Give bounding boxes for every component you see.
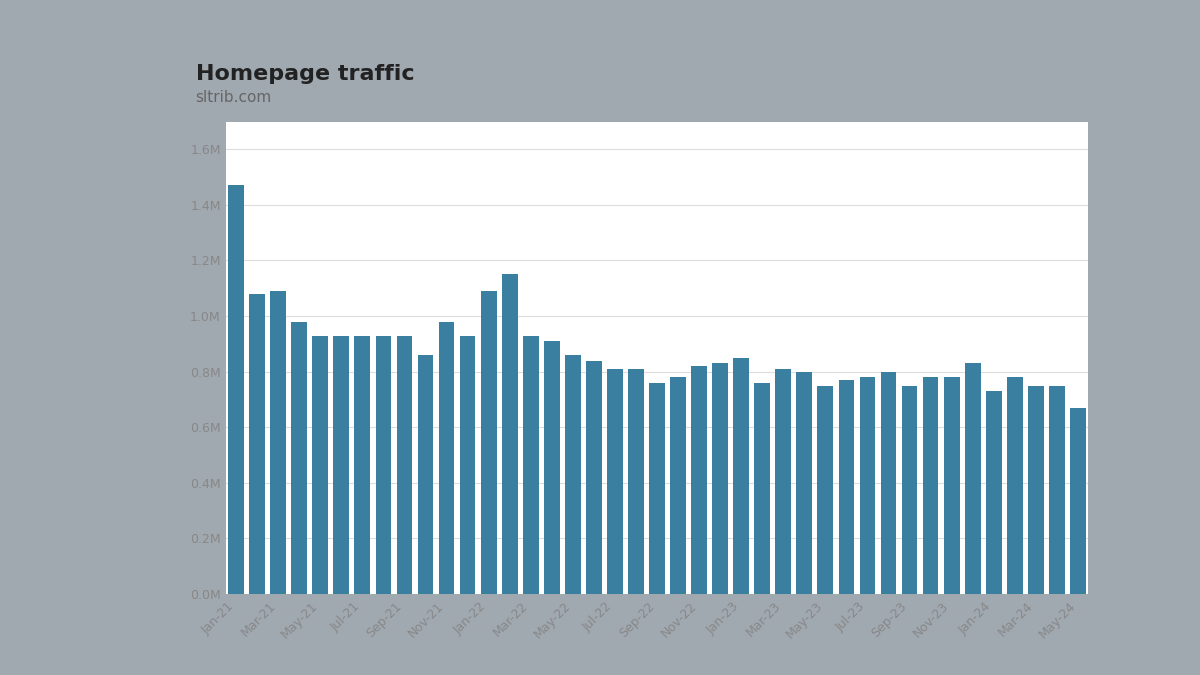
- Bar: [670, 377, 686, 594]
- Text: sltrib.com: sltrib.com: [196, 90, 272, 105]
- Bar: [859, 377, 875, 594]
- Bar: [396, 335, 413, 594]
- Bar: [502, 274, 517, 594]
- Bar: [881, 372, 896, 594]
- Bar: [1028, 385, 1044, 594]
- Bar: [270, 291, 286, 594]
- Bar: [523, 335, 539, 594]
- Bar: [312, 335, 328, 594]
- Bar: [1007, 377, 1022, 594]
- Text: Homepage traffic: Homepage traffic: [196, 64, 414, 84]
- Bar: [439, 321, 455, 594]
- Bar: [418, 355, 433, 594]
- Bar: [354, 335, 371, 594]
- Bar: [1049, 385, 1064, 594]
- Bar: [607, 369, 623, 594]
- Bar: [733, 358, 749, 594]
- Bar: [334, 335, 349, 594]
- Bar: [965, 363, 980, 594]
- Bar: [292, 321, 307, 594]
- Bar: [839, 380, 854, 594]
- Bar: [755, 383, 770, 594]
- Bar: [797, 372, 812, 594]
- Bar: [586, 360, 601, 594]
- Bar: [376, 335, 391, 594]
- Bar: [565, 355, 581, 594]
- Bar: [1070, 408, 1086, 594]
- Bar: [943, 377, 960, 594]
- Bar: [481, 291, 497, 594]
- Bar: [775, 369, 791, 594]
- Bar: [713, 363, 728, 594]
- Bar: [628, 369, 644, 594]
- Bar: [901, 385, 918, 594]
- Bar: [250, 294, 265, 594]
- Bar: [649, 383, 665, 594]
- Bar: [544, 341, 559, 594]
- Bar: [460, 335, 475, 594]
- Bar: [986, 391, 1002, 594]
- Bar: [817, 385, 833, 594]
- Bar: [923, 377, 938, 594]
- Bar: [691, 366, 707, 594]
- Bar: [228, 186, 244, 594]
